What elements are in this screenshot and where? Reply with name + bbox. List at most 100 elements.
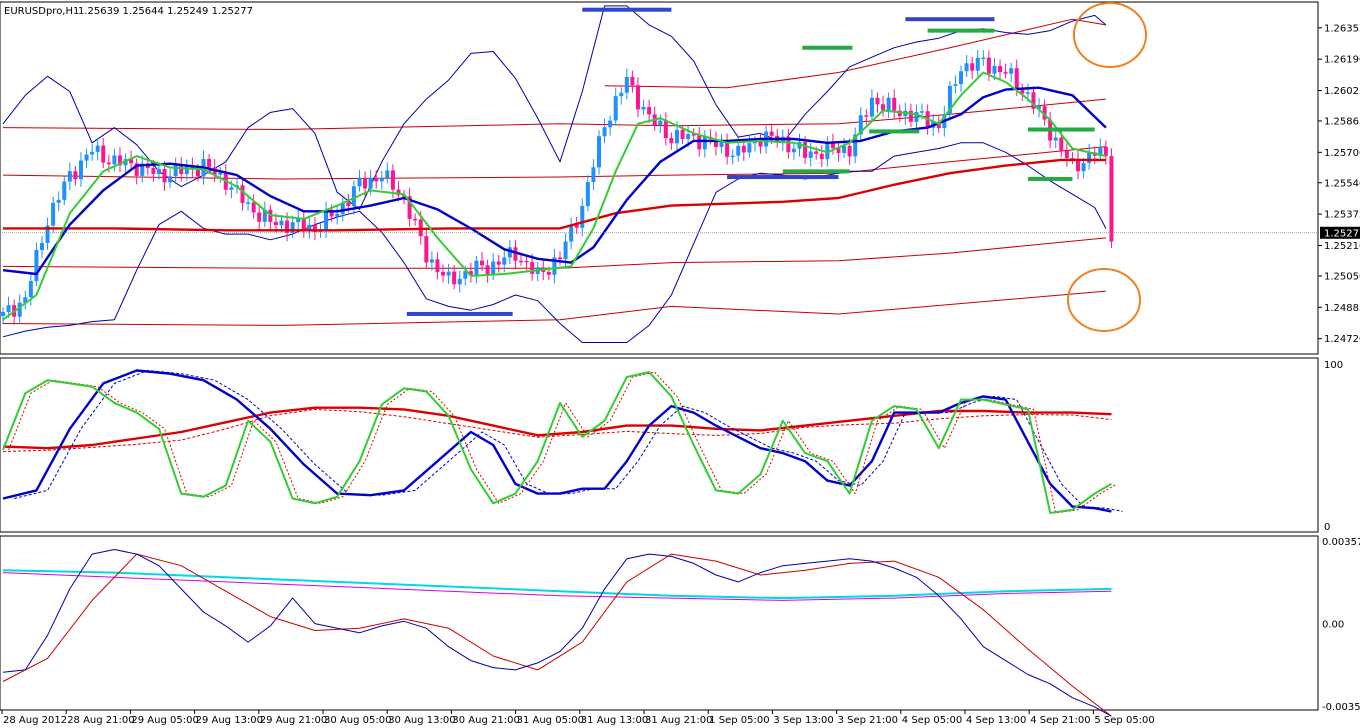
candle-body [869,97,874,117]
candle-body [340,202,345,214]
candle-body [558,257,562,260]
candle-body [1020,89,1025,94]
candle-body [964,63,969,72]
stoch-green-line [2,371,1112,514]
candle-body [825,141,830,160]
highlight-ellipse [1067,268,1141,332]
candle-body [168,176,173,183]
candle-body [429,259,434,263]
candle-body [736,145,741,156]
ohlc-label: 1.25639 1.25644 1.25249 1.25277 [78,6,253,17]
time-tick-label: 30 Aug 21:00 [452,715,519,726]
stochastic-panel[interactable] [0,357,1319,533]
candle-body [346,202,351,206]
candle-body [474,260,479,276]
envelope-line-1 [2,146,1106,180]
candle-body [959,71,964,85]
candle-body [441,271,446,276]
candle-body [51,202,56,226]
candle-body [1109,156,1114,242]
candle-body [1098,146,1103,156]
time-tick-label: 28 Aug 21:00 [67,715,134,726]
candle-body [892,97,897,111]
level-marker-green [1027,176,1073,181]
candle-body [17,302,22,317]
time-tick-label: 4 Sep 05:00 [902,715,962,726]
stoch-green-signal-line [8,371,1118,514]
candle-body [106,162,111,165]
candle-body [674,129,679,144]
price-tick-label: 1.25865 [1324,116,1360,127]
candle-body [335,213,340,217]
macd-tick-label: -0.00357 [1322,702,1360,713]
axes-layer: 1.26355 1.26190 1.26025 1.25865 1.25700 1.255… [1,23,1360,726]
candle-body [23,297,28,303]
candle-body [312,224,317,233]
candle-body [830,141,835,149]
candle-body [296,217,301,223]
candle-body [56,199,61,203]
candle-body [624,76,629,93]
candle-body [908,110,913,122]
candle-body [691,134,696,136]
candle-body [195,169,200,177]
candle-body [719,141,724,147]
price-tick-label: 1.24720 [1324,334,1360,345]
candle-body [457,278,462,285]
candle-body [853,134,858,157]
candle-body [173,164,178,177]
candle-body [301,217,306,232]
stochastic-layer [2,369,1123,514]
level-marker-blue [905,17,995,22]
candle-body [981,57,986,60]
candle-body [307,224,312,232]
candle-body [580,206,585,228]
level-marker-green [1027,127,1095,132]
stoch-tick-label: 0 [1324,522,1330,533]
macd-layer [2,549,1112,717]
candle-body [129,159,134,164]
candle-body [864,115,869,117]
candle-body [613,96,618,121]
candle-body [491,261,496,275]
price-tick-label: 1.25050 [1324,271,1360,282]
level-marker-blue [406,311,513,316]
candle-body [1009,68,1014,74]
candle-body [914,111,919,122]
candle-body [67,171,72,182]
candle-body [747,143,752,153]
candle-body [591,167,596,182]
candle-body [363,178,368,189]
candle-body [1037,106,1042,109]
candle-body [229,187,234,190]
candle-body [151,168,156,174]
level-marker-green [802,45,853,50]
candle-body [39,242,44,250]
candle-body [814,151,819,154]
candle-body [452,271,457,285]
candle-body [647,106,652,115]
candle-body [262,209,267,222]
price-tick-label: 1.24885 [1324,303,1360,314]
time-tick-label: 1 Sep 05:00 [709,715,769,726]
candle-body [240,185,245,203]
candle-body [73,171,78,180]
macd-panel[interactable] [0,535,1319,711]
candle-body [396,189,401,196]
candle-body [351,186,356,206]
candle-body [156,169,161,174]
bollinger-lower-line [2,142,1107,343]
candle-body [62,181,67,200]
candle-body [758,141,763,147]
candle-body [1031,92,1036,109]
candle-body [1003,72,1008,74]
candle-body [953,84,958,86]
stoch-red-signal-line [2,408,1112,452]
candle-body [95,145,100,152]
candle-body [786,136,791,153]
candle-body [507,247,512,258]
candle-body [207,158,212,168]
macd-tick-label: 0.00357 [1322,537,1360,548]
candle-body [357,178,362,187]
